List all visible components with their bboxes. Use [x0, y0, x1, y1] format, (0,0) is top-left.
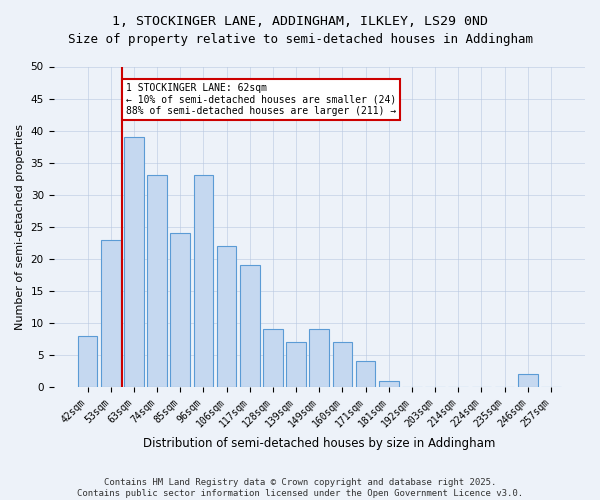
Bar — [194, 176, 213, 387]
Bar — [286, 342, 306, 387]
Text: 1, STOCKINGER LANE, ADDINGHAM, ILKLEY, LS29 0ND: 1, STOCKINGER LANE, ADDINGHAM, ILKLEY, L… — [112, 15, 488, 28]
Y-axis label: Number of semi-detached properties: Number of semi-detached properties — [15, 124, 25, 330]
Text: Size of property relative to semi-detached houses in Addingham: Size of property relative to semi-detach… — [67, 32, 533, 46]
Text: Contains HM Land Registry data © Crown copyright and database right 2025.
Contai: Contains HM Land Registry data © Crown c… — [77, 478, 523, 498]
X-axis label: Distribution of semi-detached houses by size in Addingham: Distribution of semi-detached houses by … — [143, 437, 496, 450]
Bar — [124, 137, 144, 387]
Bar — [217, 246, 236, 387]
Bar — [356, 362, 376, 387]
Bar — [332, 342, 352, 387]
Bar — [170, 233, 190, 387]
Bar — [310, 330, 329, 387]
Bar — [101, 240, 121, 387]
Bar — [518, 374, 538, 387]
Text: 1 STOCKINGER LANE: 62sqm
← 10% of semi-detached houses are smaller (24)
88% of s: 1 STOCKINGER LANE: 62sqm ← 10% of semi-d… — [126, 82, 396, 116]
Bar — [263, 330, 283, 387]
Bar — [147, 176, 167, 387]
Bar — [379, 380, 398, 387]
Bar — [240, 265, 260, 387]
Bar — [77, 336, 97, 387]
